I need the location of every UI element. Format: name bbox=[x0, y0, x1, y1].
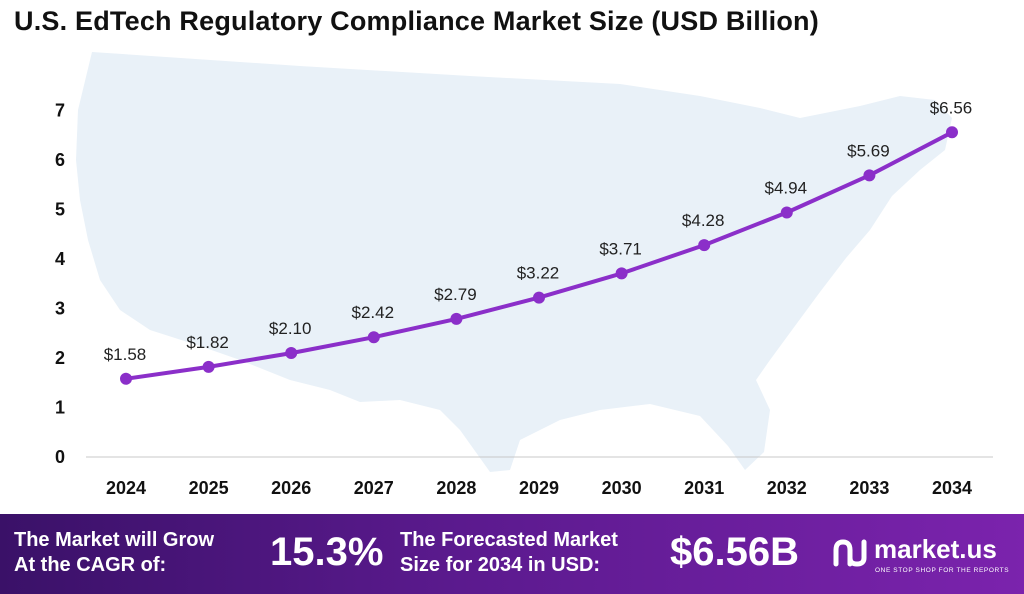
market-us-logo[interactable]: market.us ONE STOP SHOP FOR THE REPORTS bbox=[832, 534, 1012, 580]
x-tick-label: 2033 bbox=[849, 478, 889, 498]
y-tick-label: 5 bbox=[55, 200, 65, 220]
data-label: $5.69 bbox=[847, 141, 890, 160]
data-point bbox=[615, 267, 628, 280]
data-label: $6.56 bbox=[930, 98, 973, 117]
x-tick-label: 2032 bbox=[767, 478, 807, 498]
data-label: $2.10 bbox=[269, 319, 312, 338]
x-tick-label: 2029 bbox=[519, 478, 559, 498]
y-tick-label: 0 bbox=[55, 447, 65, 467]
logo-name: market.us bbox=[874, 534, 997, 564]
footer-banner: The Market will Grow At the CAGR of: 15.… bbox=[0, 514, 1024, 594]
data-label: $2.79 bbox=[434, 285, 477, 304]
data-point bbox=[285, 347, 298, 360]
y-tick-label: 2 bbox=[55, 348, 65, 368]
y-tick-label: 6 bbox=[55, 150, 65, 170]
data-label: $2.42 bbox=[352, 303, 395, 322]
x-tick-label: 2030 bbox=[602, 478, 642, 498]
y-tick-label: 7 bbox=[55, 101, 65, 121]
data-label: $4.28 bbox=[682, 211, 725, 230]
y-tick-label: 3 bbox=[55, 299, 65, 319]
cagr-label: The Market will Grow At the CAGR of: bbox=[14, 529, 215, 576]
chart-title: U.S. EdTech Regulatory Compliance Market… bbox=[14, 6, 819, 36]
data-point bbox=[120, 372, 132, 385]
data-label: $4.94 bbox=[765, 178, 808, 197]
data-label: $1.82 bbox=[186, 333, 229, 352]
data-label: $3.22 bbox=[517, 264, 560, 283]
data-point bbox=[698, 239, 711, 252]
data-point bbox=[450, 312, 463, 325]
cagr-value: 15.3% bbox=[270, 530, 384, 574]
x-tick-label: 2031 bbox=[684, 478, 724, 498]
data-point bbox=[533, 291, 545, 304]
data-point bbox=[202, 360, 215, 373]
data-label: $3.71 bbox=[599, 239, 642, 258]
line-chart: 0 1 2 3 4 5 6 7 2024 2025 2026 2027 2028 2029 2030 203… bbox=[55, 52, 993, 498]
x-tick-label: 2034 bbox=[932, 478, 972, 498]
x-tick-label: 2026 bbox=[271, 478, 311, 498]
data-point bbox=[367, 331, 380, 344]
y-tick-label: 1 bbox=[55, 398, 65, 418]
data-point bbox=[780, 206, 793, 219]
forecast-label: The Forecasted Market Size for 2034 in U… bbox=[400, 529, 618, 576]
forecast-value: $6.56B bbox=[670, 530, 799, 574]
logo-icon bbox=[833, 539, 867, 567]
x-tick-label: 2024 bbox=[106, 478, 146, 498]
data-label: $1.58 bbox=[104, 345, 147, 364]
data-point bbox=[946, 126, 958, 139]
x-tick-label: 2025 bbox=[189, 478, 229, 498]
logo-tagline: ONE STOP SHOP FOR THE REPORTS bbox=[875, 567, 1010, 574]
x-tick-label: 2028 bbox=[436, 478, 476, 498]
y-tick-label: 4 bbox=[55, 249, 65, 269]
us-map-background bbox=[76, 52, 952, 472]
x-tick-label: 2027 bbox=[354, 478, 394, 498]
data-point bbox=[863, 169, 876, 182]
